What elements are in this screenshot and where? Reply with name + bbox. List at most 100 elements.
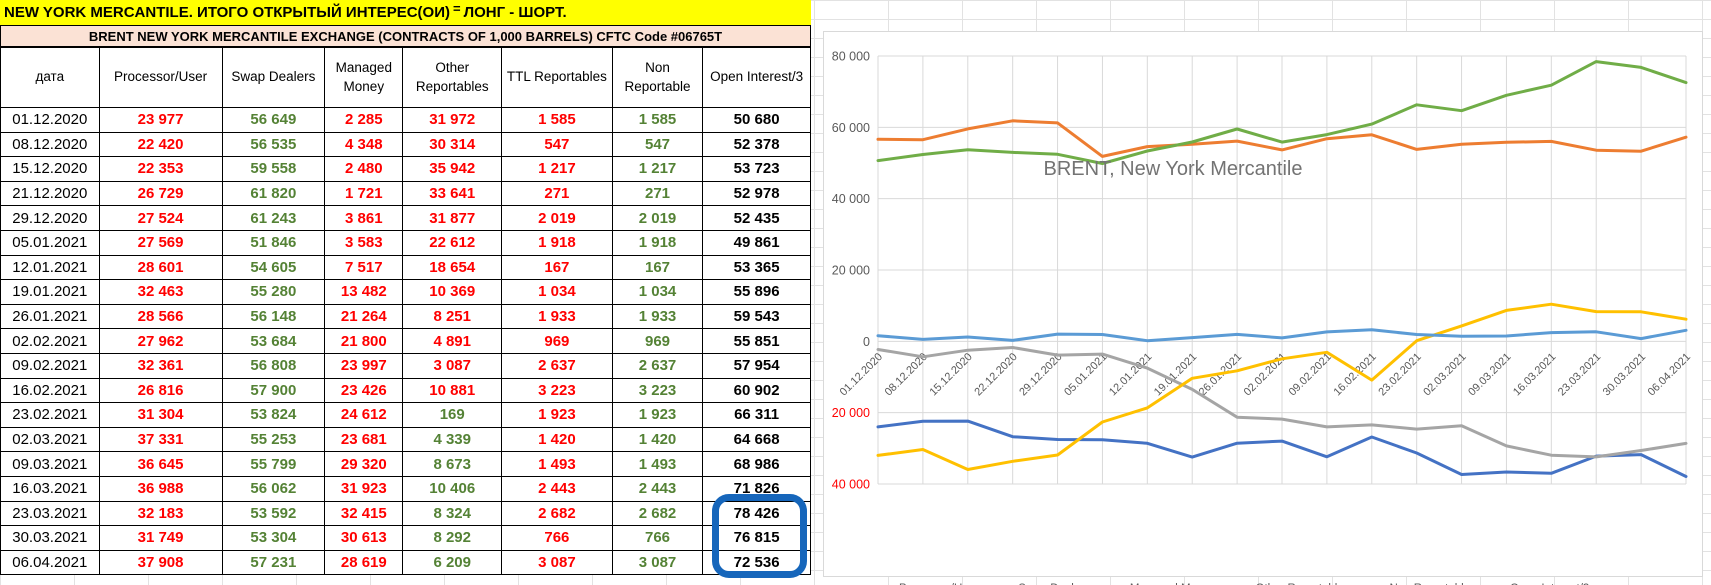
cell-date[interactable]: 16.03.2021 (0, 475, 100, 502)
cell-value[interactable]: 2 682 (501, 500, 613, 527)
cell-value[interactable]: 72 536 (702, 549, 811, 576)
cell-value[interactable]: 2 682 (611, 500, 704, 527)
cell-value[interactable]: 3 087 (402, 352, 503, 379)
cell-value[interactable]: 31 877 (402, 205, 503, 231)
cell-value[interactable]: 1 034 (611, 279, 704, 305)
cell-value[interactable]: 18 654 (402, 254, 503, 281)
cell-value[interactable]: 23 997 (324, 352, 404, 379)
cell-value[interactable]: 7 517 (324, 254, 404, 281)
cell-value[interactable]: 10 881 (402, 377, 503, 404)
cell-value[interactable]: 10 406 (402, 475, 503, 502)
cell-value[interactable]: 54 605 (221, 254, 326, 281)
cell-value[interactable]: 3 223 (501, 377, 613, 404)
cell-value[interactable]: 2 637 (501, 352, 613, 379)
series-line-other-reportables[interactable] (876, 302, 1688, 471)
cell-value[interactable]: 78 426 (702, 500, 811, 527)
cell-date[interactable]: 19.01.2021 (0, 279, 100, 305)
cell-value[interactable]: 26 729 (98, 180, 223, 207)
cell-value[interactable]: 21 800 (324, 328, 404, 354)
cell-value[interactable]: 167 (501, 254, 613, 281)
legend-item-other-reportables[interactable]: Other Reportables (1226, 583, 1350, 585)
cell-value[interactable]: 3 087 (611, 549, 704, 576)
cell-value[interactable]: 52 378 (702, 131, 811, 158)
cell-value[interactable]: 8 292 (402, 525, 503, 551)
cell-value[interactable]: 28 566 (98, 303, 223, 330)
cell-value[interactable]: 37 331 (98, 426, 223, 453)
cell-value[interactable]: 30 613 (324, 525, 404, 551)
cell-value[interactable]: 4 348 (324, 131, 404, 158)
cell-value[interactable]: 52 435 (702, 205, 811, 231)
cell-value[interactable]: 1 918 (611, 229, 704, 256)
cell-value[interactable]: 55 896 (702, 279, 811, 305)
cell-value[interactable]: 28 619 (324, 549, 404, 576)
cell-value[interactable]: 53 723 (702, 156, 811, 182)
cell-value[interactable]: 27 524 (98, 205, 223, 231)
cell-value[interactable]: 22 612 (402, 229, 503, 256)
cell-value[interactable]: 56 535 (221, 131, 326, 158)
cell-value[interactable]: 53 592 (221, 500, 326, 527)
cell-value[interactable]: 31 972 (402, 107, 503, 133)
cell-value[interactable]: 32 463 (98, 279, 223, 305)
cell-value[interactable]: 50 680 (702, 107, 811, 133)
cell-value[interactable]: 61 243 (221, 205, 326, 231)
cell-value[interactable]: 22 353 (98, 156, 223, 182)
cell-value[interactable]: 68 986 (702, 451, 811, 477)
cell-value[interactable]: 2 443 (501, 475, 613, 502)
cell-value[interactable]: 1 585 (501, 107, 613, 133)
cell-value[interactable]: 60 902 (702, 377, 811, 404)
cell-value[interactable]: 1 918 (501, 229, 613, 256)
cell-value[interactable]: 35 942 (402, 156, 503, 182)
cell-value[interactable]: 71 826 (702, 475, 811, 502)
cell-value[interactable]: 8 673 (402, 451, 503, 477)
cell-value[interactable]: 4 891 (402, 328, 503, 354)
cell-value[interactable]: 51 846 (221, 229, 326, 256)
cell-value[interactable]: 2 019 (501, 205, 613, 231)
cell-value[interactable]: 59 543 (702, 303, 811, 330)
cell-value[interactable]: 969 (611, 328, 704, 354)
cell-value[interactable]: 1 923 (611, 402, 704, 428)
cell-value[interactable]: 1 217 (611, 156, 704, 182)
cell-value[interactable]: 57 900 (221, 377, 326, 404)
cell-date[interactable]: 26.01.2021 (0, 303, 100, 330)
cell-date[interactable]: 02.03.2021 (0, 426, 100, 453)
cell-value[interactable]: 3 861 (324, 205, 404, 231)
cell-value[interactable]: 53 684 (221, 328, 326, 354)
cell-value[interactable]: 49 861 (702, 229, 811, 256)
cell-date[interactable]: 15.12.2020 (0, 156, 100, 182)
cell-value[interactable]: 547 (611, 131, 704, 158)
cell-value[interactable]: 1 493 (501, 451, 613, 477)
cell-value[interactable]: 57 954 (702, 352, 811, 379)
cell-value[interactable]: 32 183 (98, 500, 223, 527)
cell-value[interactable]: 31 304 (98, 402, 223, 428)
cell-value[interactable]: 33 641 (402, 180, 503, 207)
cell-value[interactable]: 1 721 (324, 180, 404, 207)
cell-date[interactable]: 05.01.2021 (0, 229, 100, 256)
cell-value[interactable]: 10 369 (402, 279, 503, 305)
cell-value[interactable]: 55 280 (221, 279, 326, 305)
cell-date[interactable]: 21.12.2020 (0, 180, 100, 207)
cell-date[interactable]: 08.12.2020 (0, 131, 100, 158)
cell-value[interactable]: 27 569 (98, 229, 223, 256)
cell-value[interactable]: 2 285 (324, 107, 404, 133)
cell-value[interactable]: 3 223 (611, 377, 704, 404)
cell-value[interactable]: 59 558 (221, 156, 326, 182)
cell-value[interactable]: 169 (402, 402, 503, 428)
cell-date[interactable]: 02.02.2021 (0, 328, 100, 354)
cell-value[interactable]: 13 482 (324, 279, 404, 305)
cell-date[interactable]: 16.02.2021 (0, 377, 100, 404)
cell-value[interactable]: 23 426 (324, 377, 404, 404)
cell-value[interactable]: 36 645 (98, 451, 223, 477)
cell-date[interactable]: 30.03.2021 (0, 525, 100, 551)
chart-panel[interactable]: 80 000 60 000 40 000 20 000 0 20 000 40 000 01.… (823, 31, 1703, 585)
series-line-managed-money[interactable] (876, 346, 1688, 459)
cell-value[interactable]: 8 251 (402, 303, 503, 330)
cell-value[interactable]: 2 019 (611, 205, 704, 231)
cell-value[interactable]: 766 (611, 525, 704, 551)
legend-item-swap-dealers[interactable]: Swap Dealers (988, 583, 1090, 585)
cell-value[interactable]: 64 668 (702, 426, 811, 453)
cell-value[interactable]: 6 209 (402, 549, 503, 576)
cell-value[interactable]: 1 420 (501, 426, 613, 453)
cell-value[interactable]: 1 034 (501, 279, 613, 305)
cell-value[interactable]: 21 264 (324, 303, 404, 330)
cell-value[interactable]: 1 585 (611, 107, 704, 133)
